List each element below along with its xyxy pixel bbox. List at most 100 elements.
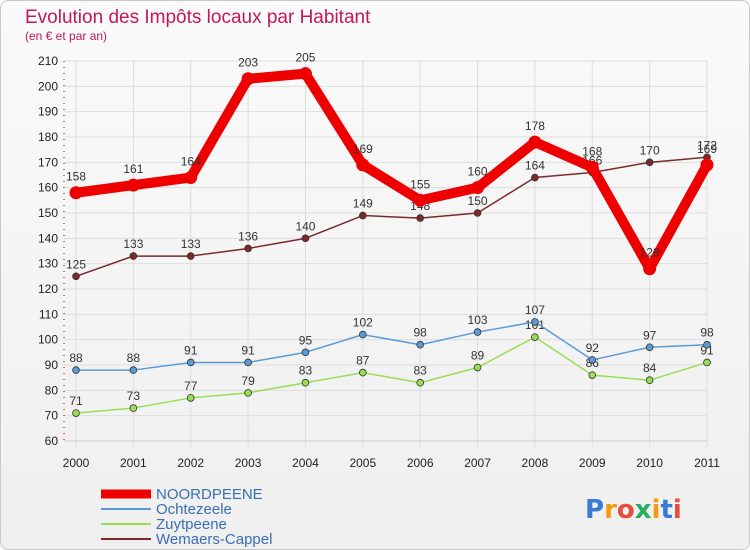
- data-label: 150: [468, 194, 488, 208]
- data-label: 102: [353, 316, 373, 330]
- data-point: [129, 252, 138, 260]
- series-line: [75, 156, 708, 278]
- data-point: [72, 272, 80, 281]
- data-label: 88: [69, 351, 83, 365]
- logo-letter: r: [604, 495, 617, 525]
- y-tick-label: 80: [45, 383, 59, 397]
- y-tick-label: 120: [38, 282, 58, 296]
- logo-letter: x: [635, 495, 652, 525]
- data-point: [244, 389, 252, 397]
- logo-text: Proxiti: [585, 495, 682, 525]
- data-label: 84: [643, 361, 657, 375]
- data-label: 79: [241, 374, 255, 388]
- data-label: 97: [643, 328, 657, 342]
- data-point: [416, 214, 424, 222]
- data-label: 168: [582, 144, 602, 158]
- data-label: 98: [700, 326, 714, 340]
- data-label: 149: [353, 197, 373, 211]
- data-label: 73: [127, 389, 141, 403]
- data-point: [645, 158, 654, 167]
- data-label: 95: [299, 333, 313, 347]
- data-label: 83: [299, 364, 313, 378]
- data-label: 77: [184, 379, 198, 393]
- y-tick-label: 150: [38, 206, 58, 220]
- data-point: [301, 234, 310, 243]
- data-point: [359, 330, 367, 339]
- data-label: 205: [295, 51, 315, 65]
- data-label: 83: [414, 364, 428, 378]
- x-tick-label: 2008: [522, 456, 549, 470]
- data-point: [126, 178, 140, 192]
- data-label: 128: [640, 246, 660, 260]
- series-line: [71, 68, 712, 274]
- data-point: [473, 363, 482, 372]
- data-label: 140: [295, 219, 315, 233]
- data-point: [359, 211, 367, 220]
- grid: [64, 60, 708, 447]
- data-point: [473, 209, 482, 217]
- y-tick-label: 180: [38, 130, 58, 144]
- data-label: 164: [525, 159, 545, 173]
- y-tick-label: 140: [38, 231, 58, 245]
- legend-label: Wemaers-Cappel: [156, 531, 272, 548]
- logo-letter: t: [660, 495, 672, 525]
- chart-subtitle: (en € et par an): [25, 29, 107, 43]
- x-tick-label: 2010: [636, 456, 663, 470]
- data-point: [129, 366, 138, 374]
- x-tick-label: 2011: [694, 456, 720, 470]
- data-point: [471, 181, 485, 195]
- data-point: [528, 135, 542, 149]
- x-tick-label: 2001: [120, 456, 147, 470]
- logo-letter: i: [673, 495, 682, 525]
- series-line: [75, 321, 708, 371]
- data-point: [473, 328, 482, 336]
- legend-label: Ochtezeele: [156, 501, 232, 518]
- data-label: 203: [238, 56, 258, 70]
- series-line: [75, 336, 708, 414]
- data-label: 170: [640, 143, 660, 157]
- data-point: [700, 158, 714, 172]
- y-tick-label: 110: [39, 307, 58, 321]
- data-label: 164: [181, 155, 201, 169]
- data-point: [356, 158, 370, 172]
- y-tick-label: 60: [45, 434, 59, 448]
- data-label: 103: [468, 313, 488, 327]
- y-tick-label: 130: [38, 257, 58, 271]
- data-label: 133: [181, 237, 201, 251]
- proxiti-logo: Proxiti: [585, 495, 682, 525]
- logo-letter: i: [652, 495, 661, 525]
- legend-label: NOORDPEENE: [156, 486, 263, 503]
- data-point: [588, 371, 597, 379]
- y-tick-label: 190: [38, 105, 58, 119]
- data-point: [244, 244, 252, 253]
- chart-title: Evolution des Impôts locaux par Habitant: [25, 7, 371, 28]
- data-point: [69, 186, 83, 200]
- data-label: 71: [69, 394, 83, 408]
- data-point: [588, 356, 597, 364]
- data-point: [416, 378, 424, 387]
- series-zuytpeene: 7173777983878389101868491: [69, 318, 714, 417]
- data-point: [186, 252, 195, 260]
- data-label: 125: [66, 257, 86, 271]
- series-group: 1251331331361401491481501641661701727173…: [66, 51, 717, 417]
- y-tick-label: 70: [45, 409, 59, 423]
- data-label: 169: [353, 142, 373, 156]
- data-label: 155: [410, 177, 430, 191]
- data-point: [244, 358, 252, 367]
- y-tick-label: 170: [38, 155, 58, 169]
- y-tick-label: 90: [45, 358, 59, 372]
- x-tick-label: 2002: [177, 456, 204, 470]
- y-tick-label: 200: [38, 79, 58, 93]
- x-tick-label: 2006: [407, 456, 434, 470]
- data-point: [186, 394, 195, 402]
- data-label: 87: [356, 354, 370, 368]
- x-tick-label: 2007: [464, 456, 491, 470]
- data-label: 172: [697, 138, 717, 152]
- data-label: 92: [586, 341, 600, 355]
- data-label: 136: [238, 229, 258, 243]
- data-label: 91: [241, 343, 255, 357]
- data-point: [301, 348, 310, 357]
- logo-letter: P: [585, 495, 604, 525]
- data-point: [585, 160, 599, 174]
